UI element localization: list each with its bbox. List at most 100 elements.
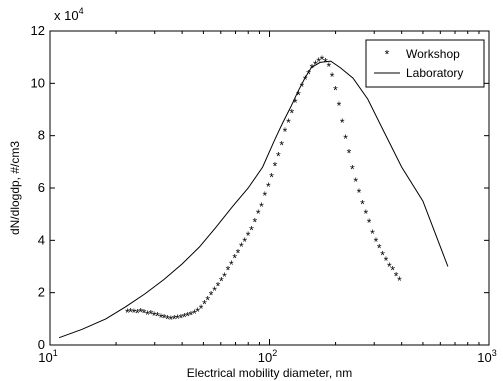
x-tick-label: 103 xyxy=(477,348,496,365)
legend-entry-workshop: Workshop xyxy=(406,47,460,61)
workshop-point: * xyxy=(159,311,164,325)
workshop-point: * xyxy=(330,70,335,84)
workshop-point: * xyxy=(205,294,210,308)
workshop-point: * xyxy=(242,235,247,249)
workshop-point: * xyxy=(283,125,288,139)
y-multiplier-label: x 104 xyxy=(54,6,84,23)
workshop-point: * xyxy=(273,160,278,174)
workshop-point: * xyxy=(192,307,197,321)
y-axis-label: dN/dlogdp, #/cm3 xyxy=(8,141,22,235)
series-line-laboratory xyxy=(58,60,449,339)
workshop-point: * xyxy=(252,215,257,229)
workshop-point: * xyxy=(320,53,325,67)
y-tick-label: 6 xyxy=(38,180,45,195)
workshop-point: * xyxy=(195,305,200,319)
workshop-point: * xyxy=(216,279,221,293)
workshop-point: * xyxy=(390,263,395,277)
workshop-point: * xyxy=(152,309,157,323)
workshop-point: * xyxy=(142,306,147,320)
workshop-point: * xyxy=(128,306,133,320)
x-tick-label: 102 xyxy=(258,348,277,365)
workshop-point: * xyxy=(226,264,231,278)
workshop-point: * xyxy=(232,251,237,265)
workshop-point: * xyxy=(262,189,267,203)
y-tick-label: 12 xyxy=(31,23,45,38)
y-tick-label: 2 xyxy=(38,285,45,300)
workshop-point: * xyxy=(132,306,137,320)
y-multiplier-base: x 10 xyxy=(54,8,79,23)
workshop-point: * xyxy=(219,275,224,289)
workshop-point: * xyxy=(303,73,308,87)
plot-content: ****************************************… xyxy=(58,53,449,339)
x-tick-base: 10 xyxy=(477,350,491,365)
workshop-point: * xyxy=(138,305,143,319)
workshop-point: * xyxy=(394,270,399,284)
workshop-point: * xyxy=(340,116,345,130)
workshop-point: * xyxy=(168,313,173,327)
x-tick-exp: 2 xyxy=(272,348,277,358)
workshop-point: * xyxy=(145,308,150,322)
workshop-point: * xyxy=(350,162,355,176)
workshop-point: * xyxy=(384,254,389,268)
workshop-point: * xyxy=(175,312,180,326)
legend-swatch-marker: * xyxy=(385,48,390,62)
y-multiplier-exp: 4 xyxy=(79,6,84,16)
x-tick-exp: 3 xyxy=(492,348,497,358)
y-tick-label: 4 xyxy=(38,232,45,247)
workshop-point: * xyxy=(202,298,207,312)
workshop-point: * xyxy=(337,99,342,113)
workshop-point: * xyxy=(212,284,217,298)
workshop-point: * xyxy=(360,198,365,212)
workshop-point: * xyxy=(125,306,130,320)
legend: * Workshop Laboratory xyxy=(365,39,485,88)
workshop-point: * xyxy=(286,116,291,130)
workshop-point: * xyxy=(299,80,304,94)
workshop-point: * xyxy=(370,227,375,241)
workshop-point: * xyxy=(387,260,392,274)
workshop-point: * xyxy=(155,310,160,324)
workshop-point: * xyxy=(377,242,382,256)
workshop-point: * xyxy=(289,107,294,121)
workshop-point: * xyxy=(165,312,170,326)
workshop-point: * xyxy=(374,235,379,249)
x-axis-label: Electrical mobility diameter, nm xyxy=(187,366,352,380)
workshop-point: * xyxy=(259,200,264,214)
workshop-point: * xyxy=(333,83,338,97)
workshop-point: * xyxy=(343,132,348,146)
workshop-point: * xyxy=(380,249,385,263)
legend-entry-laboratory: Laboratory xyxy=(406,66,463,80)
workshop-point: * xyxy=(236,246,241,260)
workshop-point: * xyxy=(269,171,274,185)
workshop-point: * xyxy=(246,229,251,243)
workshop-point: * xyxy=(135,306,140,320)
workshop-point: * xyxy=(182,311,187,325)
workshop-point: * xyxy=(209,288,214,302)
workshop-point: * xyxy=(353,175,358,189)
workshop-point: * xyxy=(266,180,271,194)
y-tick-label: 8 xyxy=(38,128,45,143)
workshop-point: * xyxy=(229,258,234,272)
workshop-point: * xyxy=(326,60,331,74)
workshop-point: * xyxy=(357,186,362,200)
workshop-point: * xyxy=(397,274,402,288)
workshop-point: * xyxy=(316,55,321,69)
x-tick-exp: 1 xyxy=(53,348,58,358)
workshop-point: * xyxy=(276,149,281,163)
workshop-point: * xyxy=(249,223,254,237)
workshop-point: * xyxy=(367,216,372,230)
workshop-point: * xyxy=(199,302,204,316)
x-tick-base: 10 xyxy=(258,350,272,365)
workshop-point: * xyxy=(222,270,227,284)
workshop-point: * xyxy=(179,312,184,326)
workshop-point: * xyxy=(162,312,167,326)
x-tick-label: 101 xyxy=(38,348,57,365)
workshop-point: * xyxy=(293,96,298,110)
workshop-point: * xyxy=(256,207,261,221)
workshop-point: * xyxy=(279,138,284,152)
workshop-point: * xyxy=(185,310,190,324)
legend-box xyxy=(365,39,485,88)
workshop-point: * xyxy=(323,55,328,69)
workshop-point: * xyxy=(296,89,301,103)
